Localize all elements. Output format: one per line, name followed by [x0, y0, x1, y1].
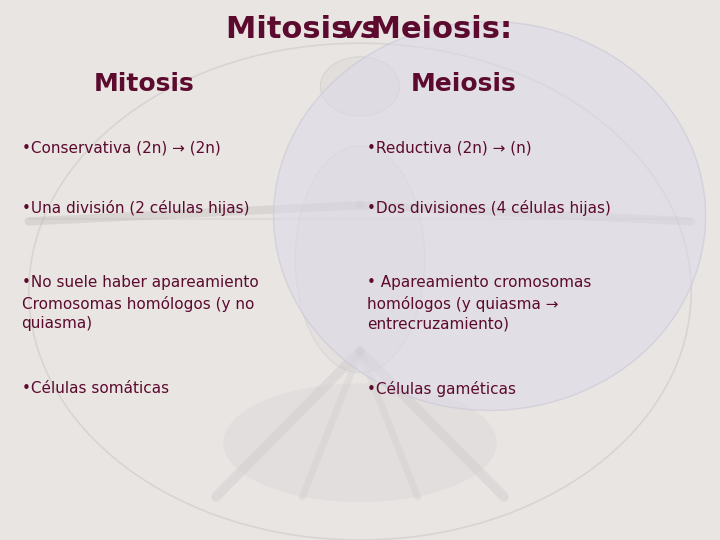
Circle shape — [320, 57, 400, 116]
Ellipse shape — [223, 383, 497, 502]
Text: Meiosis:: Meiosis: — [360, 15, 512, 44]
Text: •No suele haber apareamiento
Cromosomas homólogos (y no
quiasma): •No suele haber apareamiento Cromosomas … — [22, 275, 258, 332]
Text: • Apareamiento cromosomas
homólogos (y quiasma →
entrecruzamiento): • Apareamiento cromosomas homólogos (y q… — [367, 275, 592, 332]
Text: Mitosis: Mitosis — [94, 72, 194, 96]
Text: Mitosis: Mitosis — [226, 15, 360, 44]
Text: •Células somáticas: •Células somáticas — [22, 381, 168, 396]
Text: •Células gaméticas: •Células gaméticas — [367, 381, 516, 397]
Ellipse shape — [295, 146, 425, 373]
Text: •Conservativa (2n) → (2n): •Conservativa (2n) → (2n) — [22, 140, 220, 156]
Text: vs: vs — [341, 15, 379, 44]
Text: •Dos divisiones (4 células hijas): •Dos divisiones (4 células hijas) — [367, 200, 611, 216]
Text: Meiosis: Meiosis — [410, 72, 516, 96]
Text: •Reductiva (2n) → (n): •Reductiva (2n) → (n) — [367, 140, 532, 156]
Ellipse shape — [274, 22, 706, 410]
Text: •Una división (2 células hijas): •Una división (2 células hijas) — [22, 200, 249, 216]
